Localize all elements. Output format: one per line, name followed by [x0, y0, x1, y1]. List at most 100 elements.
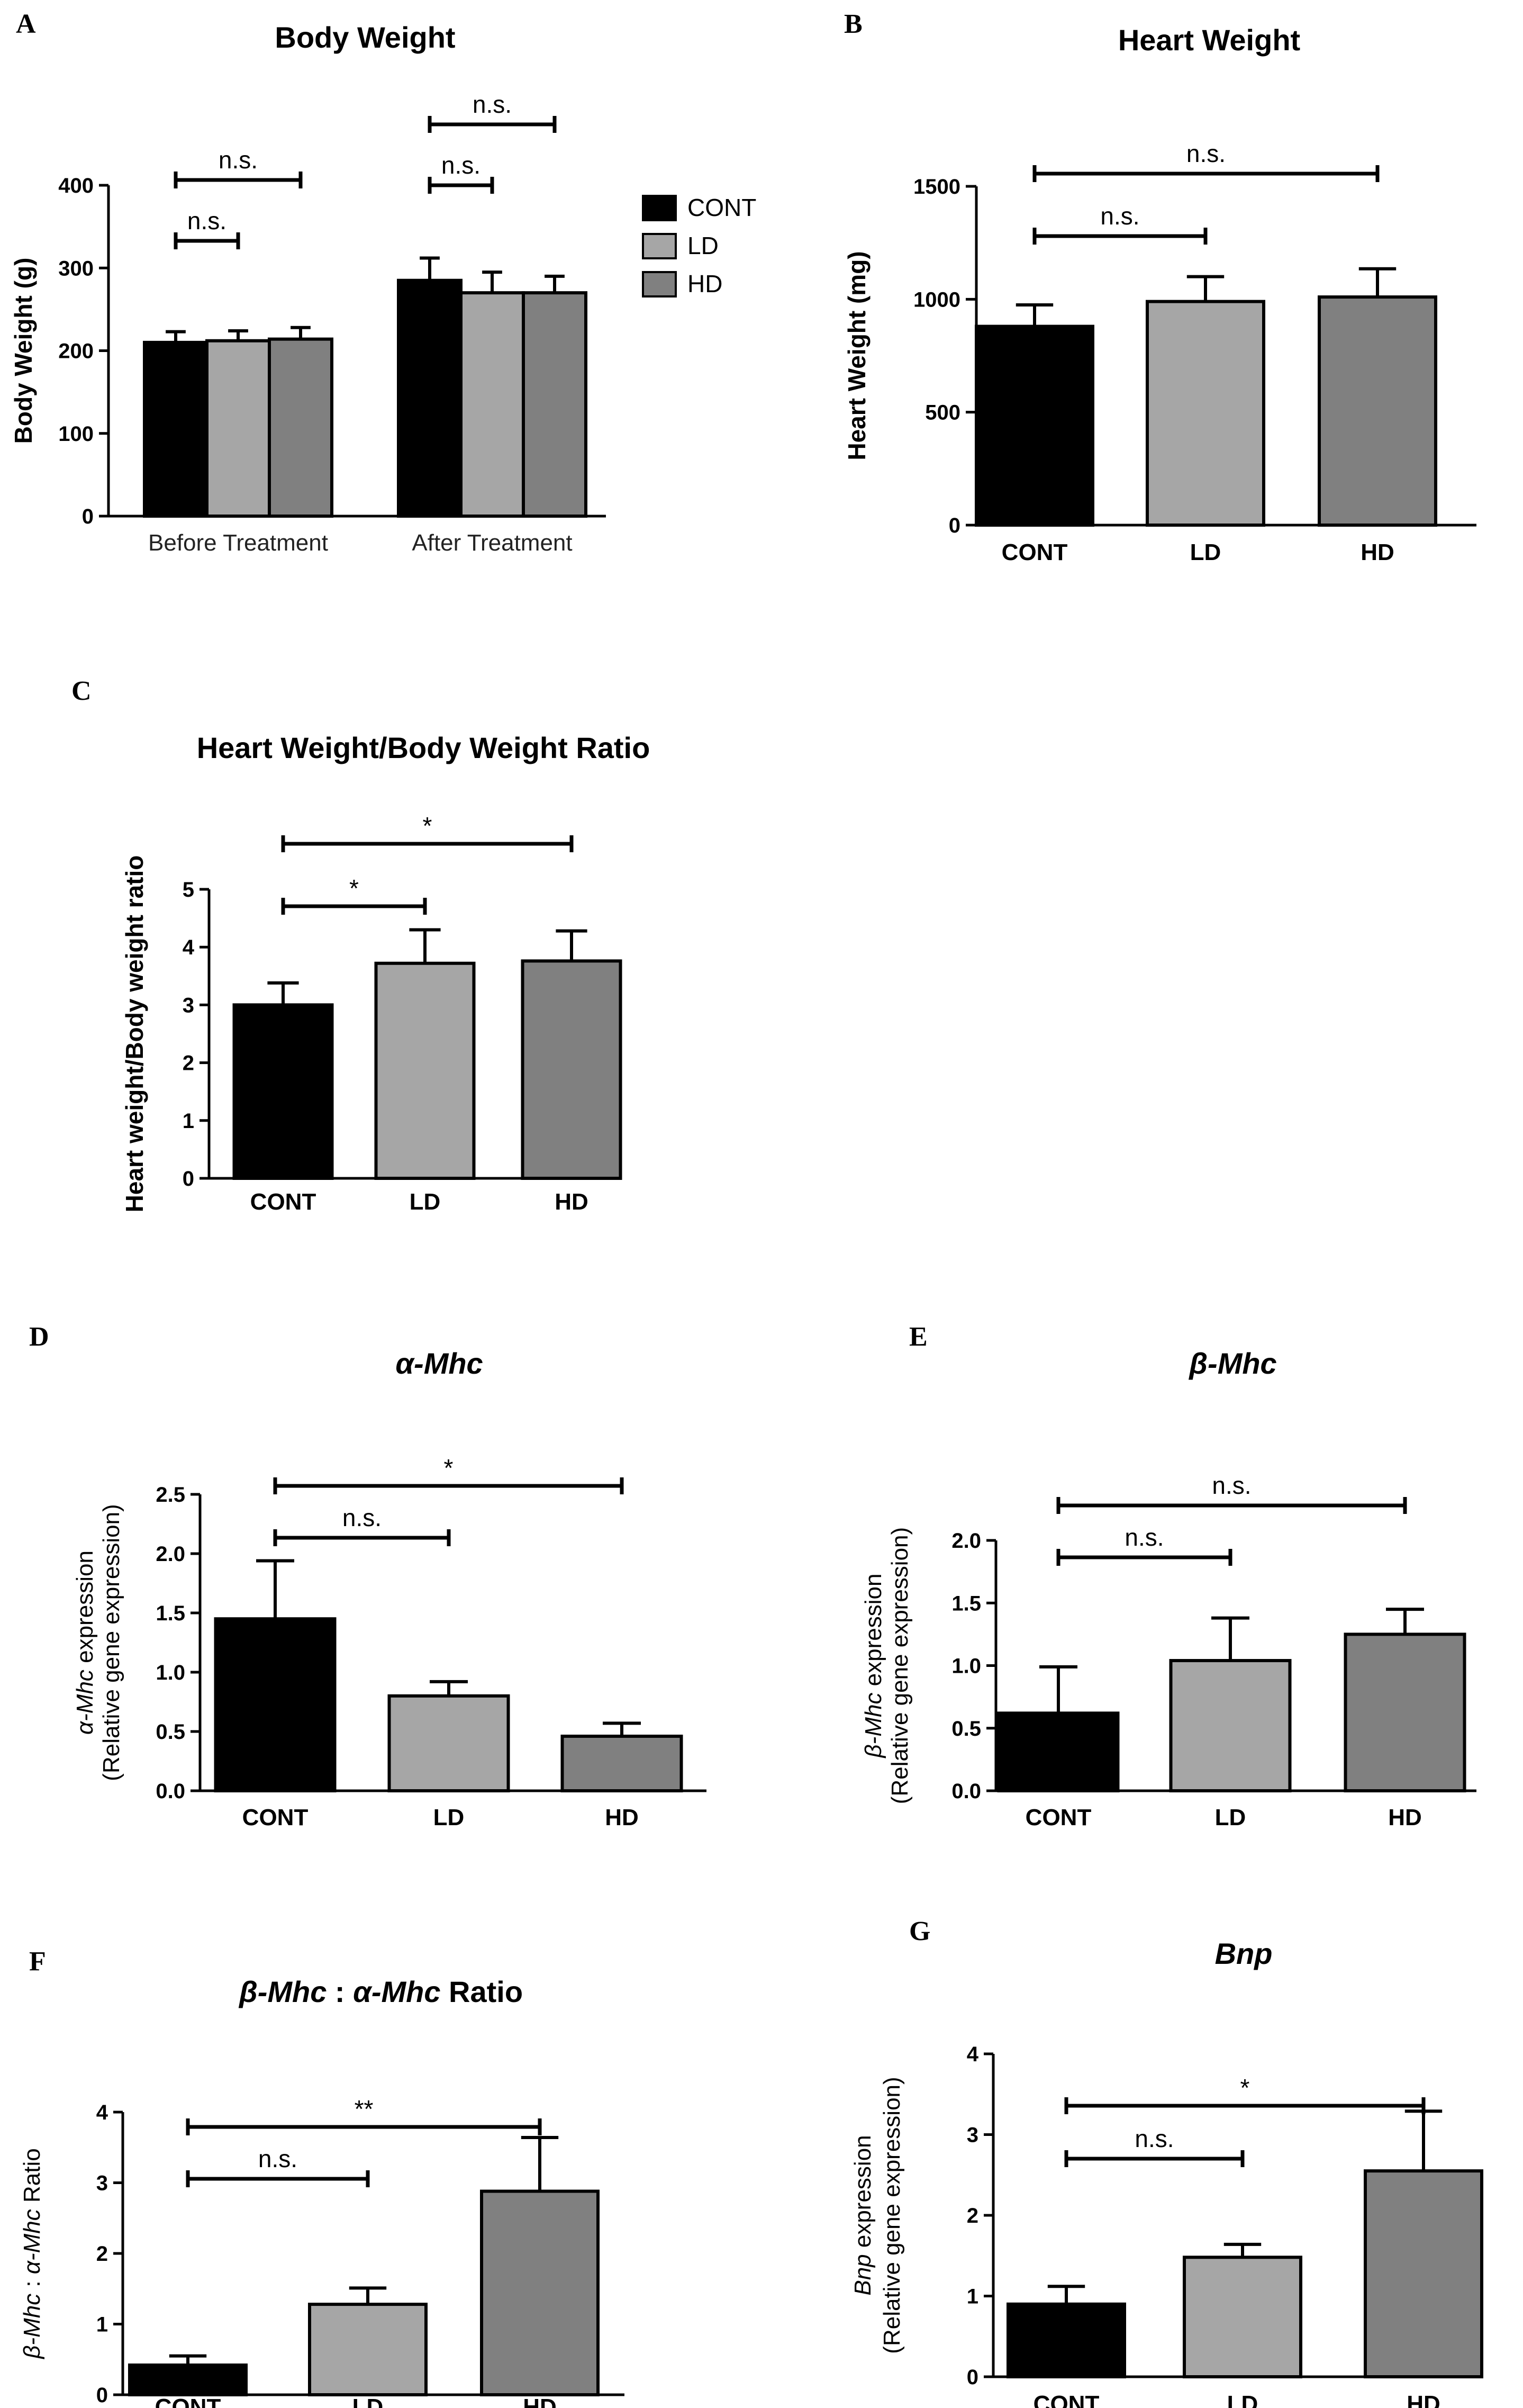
- y-tick-label: 2: [183, 1052, 194, 1075]
- y-tick-label: 2: [96, 2242, 108, 2266]
- significance-label: n.s.: [1125, 1523, 1164, 1551]
- y-tick-label: 0: [183, 1167, 194, 1191]
- legend-label: CONT: [687, 194, 756, 221]
- legend-swatch-ld: [642, 233, 677, 259]
- y-tick-label: 1000: [913, 288, 960, 311]
- significance-label: n.s.: [1212, 1472, 1251, 1499]
- bar-hd: [522, 291, 587, 518]
- bar-hd: [480, 2189, 600, 2397]
- x-tick-label: After Treatment: [412, 530, 572, 556]
- y-tick-label: 0.5: [951, 1717, 981, 1740]
- chart-title: Body Weight: [275, 21, 455, 54]
- bar-cont: [128, 2363, 248, 2397]
- chart-panel-b: B Heart Weight Heart Weight (mg) 0 500 1000 15…: [843, 9, 1476, 565]
- bar-ld: [374, 961, 476, 1180]
- bar-cont: [214, 1617, 337, 1792]
- y-tick-label: 500: [925, 401, 960, 425]
- text-span: Ratio: [19, 2148, 45, 2209]
- significance-label: *: [423, 812, 432, 840]
- bar-cont: [143, 340, 208, 518]
- y-tick-label: 1: [967, 2285, 978, 2308]
- x-tick-label: CONT: [250, 1189, 316, 1215]
- x-tick-label: HD: [605, 1805, 639, 1830]
- y-axis-subtitle: (Relative gene expression): [887, 1527, 913, 1804]
- legend-label: LD: [687, 232, 719, 259]
- y-tick-label: 1.5: [951, 1592, 981, 1615]
- bar-cont: [397, 278, 463, 518]
- y-tick-label: 200: [58, 340, 94, 363]
- chart-title: Bnp: [1215, 1937, 1273, 1970]
- bar-ld: [205, 339, 271, 518]
- x-tick-label: HD: [1388, 1805, 1422, 1830]
- text-span: Ratio: [440, 1975, 523, 2008]
- bar-hd: [1364, 2169, 1483, 2378]
- bar-hd: [1344, 1633, 1466, 1792]
- significance-label: *: [444, 1454, 454, 1482]
- x-tick-label: HD: [1407, 2391, 1440, 2408]
- y-tick-label: 1.0: [951, 1655, 981, 1678]
- y-tick-label: 1500: [913, 175, 960, 199]
- chart-title: β-Mhc: [1188, 1347, 1276, 1380]
- text-span: expression: [850, 2135, 876, 2254]
- y-axis-subtitle: (Relative gene expression): [879, 2077, 905, 2353]
- y-tick-label: 0.0: [156, 1780, 185, 1803]
- significance-label: n.s.: [219, 146, 258, 174]
- y-axis-subtitle: (Relative gene expression): [98, 1504, 124, 1781]
- y-tick-label: 0: [967, 2366, 978, 2389]
- panel-letter: C: [71, 676, 92, 706]
- y-tick-label: 0: [96, 2384, 108, 2407]
- bar-ld: [308, 2303, 428, 2397]
- y-tick-label: 4: [96, 2101, 108, 2124]
- y-tick-label: 0.5: [156, 1720, 185, 1744]
- bar-ld: [1146, 300, 1265, 527]
- significance-label: n.s.: [441, 151, 481, 179]
- text-span: expression: [72, 1550, 98, 1670]
- y-tick-label: 1.5: [156, 1602, 185, 1625]
- bar-ld: [1183, 2256, 1302, 2378]
- y-tick-label: 2: [967, 2204, 978, 2227]
- x-tick-label: HD: [555, 1189, 588, 1215]
- y-axis-title: β-Mhc expression: [860, 1574, 886, 1759]
- y-tick-label: 0: [82, 505, 94, 528]
- significance-label: n.s.: [258, 2145, 297, 2172]
- panel-letter: G: [909, 1916, 930, 1946]
- significance-label: *: [1240, 2074, 1250, 2102]
- text-span: Bnp: [850, 2254, 876, 2295]
- significance-label: n.s.: [342, 1504, 382, 1531]
- text-span: β-Mhc: [238, 1975, 327, 2008]
- significance-label: n.s.: [187, 207, 226, 235]
- y-tick-label: 5: [183, 878, 194, 901]
- x-tick-label: CONT: [155, 2394, 221, 2408]
- y-tick-label: 3: [967, 2124, 978, 2147]
- bar-ld: [459, 291, 525, 518]
- y-axis-title: Heart weight/Body weight ratio: [121, 855, 148, 1213]
- chart-panel-a: A Body Weight Body Weight (g) 0 100 200 300 400…: [10, 9, 756, 556]
- y-tick-label: 2.0: [156, 1543, 185, 1566]
- legend-swatch-hd: [642, 271, 677, 297]
- panel-letter: B: [844, 9, 863, 39]
- bar-cont: [1007, 2302, 1126, 2378]
- text-span: β-Mhc: [19, 2294, 45, 2360]
- bar-cont: [975, 324, 1094, 527]
- x-tick-label: LD: [1227, 2391, 1258, 2408]
- chart-title: α-Mhc: [395, 1347, 483, 1380]
- x-tick-label: CONT: [242, 1805, 309, 1830]
- y-axis-title: β-Mhc : α-Mhc Ratio: [19, 2148, 45, 2359]
- y-tick-label: 300: [58, 257, 94, 280]
- y-tick-label: 2.0: [951, 1529, 981, 1553]
- chart-title: Heart Weight: [1118, 23, 1300, 57]
- panel-letter: D: [29, 1322, 49, 1352]
- x-tick-label: CONT: [1002, 539, 1068, 565]
- chart-panel-g: G Bnp Bnp expression (Relative gene express…: [850, 1916, 1483, 2408]
- chart-title: β-Mhc : α-Mhc Ratio: [238, 1975, 523, 2008]
- x-tick-label: CONT: [1034, 2391, 1100, 2408]
- y-tick-label: 400: [58, 174, 94, 197]
- y-tick-label: 1.0: [156, 1661, 185, 1684]
- x-tick-label: LD: [410, 1189, 441, 1215]
- bar-hd: [1318, 295, 1437, 527]
- text-span: :: [19, 2274, 45, 2294]
- significance-label: n.s.: [1135, 2125, 1174, 2152]
